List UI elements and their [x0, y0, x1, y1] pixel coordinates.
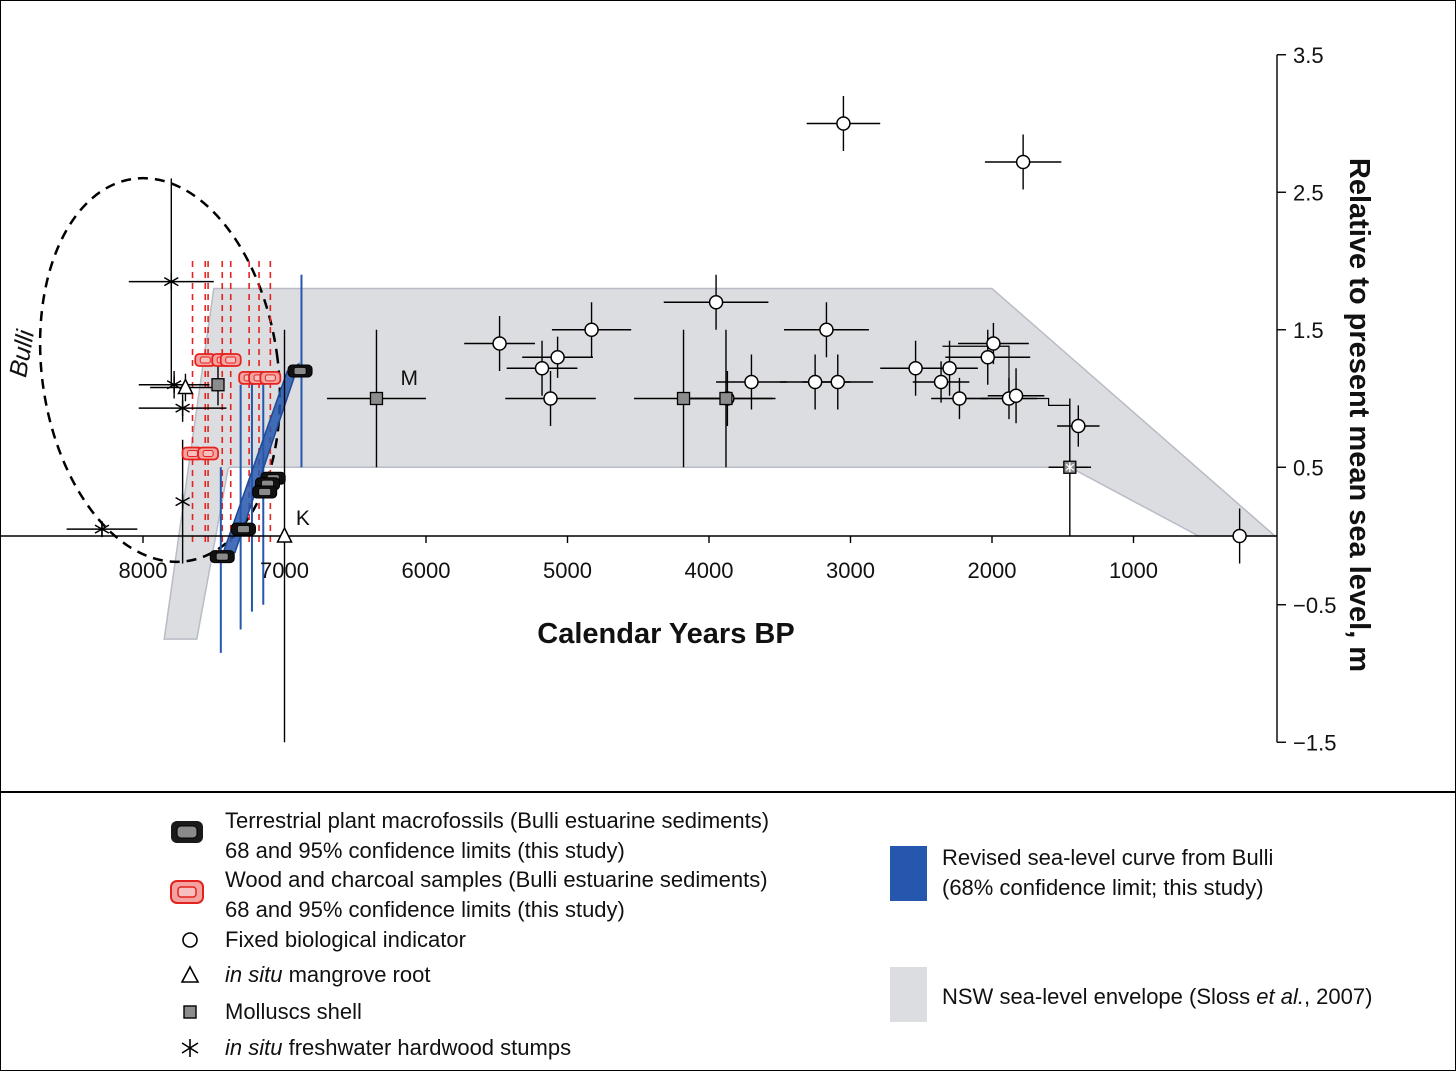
x-tick-label: 1000	[1109, 558, 1158, 583]
mollusc-shell-point-1	[369, 391, 384, 406]
legend-envelope-text-a: NSW sea-level envelope (Sloss	[942, 984, 1257, 1009]
points-layer	[94, 116, 1247, 564]
legend-stumps-italic: in situ	[225, 1035, 283, 1060]
x-tick-label: 2000	[968, 558, 1017, 583]
legend-fixed: Fixed biological indicator	[225, 927, 466, 952]
x-tick-label: 3000	[826, 558, 875, 583]
fixed-indicator-point-7	[543, 391, 558, 406]
plant-macrofossil-inner-3	[258, 488, 272, 496]
fixed-indicator-point-16	[952, 391, 967, 406]
hardwood-stump-point-3	[94, 521, 110, 538]
x-tick-label: 8000	[119, 558, 168, 583]
annotation-m: M	[401, 367, 419, 390]
nsw-envelope	[163, 287, 1277, 640]
x-tick-label: 5000	[543, 558, 592, 583]
age-range-connector-0	[942, 345, 1010, 399]
legend-mangrove-italic: in situ	[225, 962, 283, 987]
fixed-indicator-point-22	[1232, 528, 1247, 544]
legend-mangrove-text: mangrove root	[282, 962, 431, 987]
legend-stumps: in situ freshwater hardwood stumps	[225, 1033, 571, 1062]
annotation-bulli: Bulli	[4, 326, 40, 379]
y-tick-label: −0.5	[1293, 593, 1336, 618]
axes-layer: 8000 7000 6000 5000 4000 3000 2000 1000 3.5 2.5 1.…	[0, 43, 1375, 755]
wood-charcoal-inner-0	[187, 450, 199, 457]
wood-charcoal-inner-7	[264, 374, 276, 382]
mollusc-shell-point-3	[719, 391, 733, 406]
fixed-indicator-point-1	[1015, 154, 1031, 170]
nsw-envelope-layer	[163, 287, 1277, 640]
annotation-k: K	[296, 507, 310, 530]
x-tick-label: 4000	[685, 558, 734, 583]
bulli-outline-layer	[38, 176, 282, 564]
stump-in-shell-marker	[1065, 462, 1075, 473]
envelope-legend-swatch	[890, 967, 927, 1022]
fixed-indicator-point-18	[986, 336, 1001, 351]
wood-charcoal-inner-4	[225, 356, 237, 364]
legend-divider	[0, 791, 1456, 793]
bulli-outline	[38, 176, 282, 564]
fixed-indicator-point-13	[908, 361, 923, 376]
legend-plant-line2: 68 and 95% confidence limits (this study…	[225, 838, 625, 863]
mollusc-shell-point-0	[211, 378, 225, 392]
plant-macrofossil-inner-5	[215, 552, 229, 561]
hardwood-stump-legend-icon	[181, 1039, 199, 1057]
x-tick-label: 7000	[260, 558, 309, 583]
legend-wood-line2: 68 and 95% confidence limits (this study…	[225, 897, 625, 922]
wood-charcoal-legend-icon	[170, 880, 204, 904]
fixed-indicator-point-3	[492, 336, 507, 351]
fixed-indicator-point-11	[807, 374, 823, 390]
legend-plant-line1: Terrestrial plant macrofossils (Bulli es…	[225, 808, 770, 833]
fixed-indicator-point-20	[1008, 388, 1024, 403]
fixed-indicator-point-6	[534, 361, 550, 376]
mangrove-root-point-1	[276, 526, 293, 543]
wood-charcoal-inner-2	[199, 356, 211, 364]
fixed-indicator-point-4	[584, 322, 599, 337]
fixed-indicator-point-0	[836, 116, 851, 131]
wood-charcoal-inner-1	[202, 450, 214, 457]
fixed-indicator-point-15	[942, 361, 957, 376]
legend-mangrove: in situ mangrove root	[225, 960, 430, 989]
x-tick-label: 6000	[402, 558, 451, 583]
y-tick-label: 1.5	[1293, 318, 1324, 343]
legend-wood-line1: Wood and charcoal samples (Bulli estuari…	[225, 867, 768, 892]
hardwood-stump-point-2	[175, 400, 190, 417]
revised-curve-legend-swatch	[890, 846, 927, 901]
legend-envelope-italic: et al.	[1256, 984, 1304, 1009]
x-axis-title: Calendar Years BP	[537, 618, 794, 650]
mangrove-root-point-0	[177, 377, 194, 395]
fixed-indicator-point-21	[1071, 418, 1086, 434]
mollusc-shell-point-2	[676, 391, 691, 406]
y-tick-label: 2.5	[1293, 180, 1324, 205]
legend-envelope: NSW sea-level envelope (Sloss et al., 20…	[942, 982, 1372, 1011]
y-tick-label: 3.5	[1293, 43, 1324, 68]
y-tick-label: 0.5	[1293, 455, 1324, 480]
plant-macrofossil-inner-0	[293, 367, 307, 375]
y-tick-label: −1.5	[1293, 730, 1336, 755]
fixed-indicator-point-17	[980, 350, 996, 365]
plant-macrofossil-inner-4	[237, 525, 250, 534]
hardwood-stump-point-0	[163, 273, 179, 290]
legend-envelope-text-b: , 2007)	[1303, 984, 1373, 1009]
fixed-indicator-point-12	[830, 374, 846, 390]
hardwood-stump-point-1	[166, 376, 182, 393]
fixed-indicator-point-8	[819, 322, 834, 337]
plant-macrofossil-legend-icon	[171, 821, 203, 843]
legend-stumps-text: freshwater hardwood stumps	[282, 1035, 572, 1060]
mangrove-root-legend-icon	[180, 965, 200, 983]
hardwood-stump-point-4	[175, 493, 190, 510]
fixed-indicator-legend-icon	[182, 932, 198, 948]
fixed-indicator-point-14	[933, 374, 949, 390]
fixed-indicator-point-5	[550, 350, 565, 365]
fixed-indicator-point-9	[744, 374, 759, 390]
fixed-indicator-point-2	[708, 295, 724, 310]
legend-curve-line1: Revised sea-level curve from Bulli	[942, 845, 1274, 870]
legend-curve-line2: (68% confidence limit; this study)	[942, 875, 1264, 900]
mollusc-shell-legend-icon	[183, 1005, 197, 1019]
legend-mollusc: Molluscs shell	[225, 999, 362, 1024]
y-axis-title: Relative to present mean sea level, m	[1343, 158, 1375, 672]
